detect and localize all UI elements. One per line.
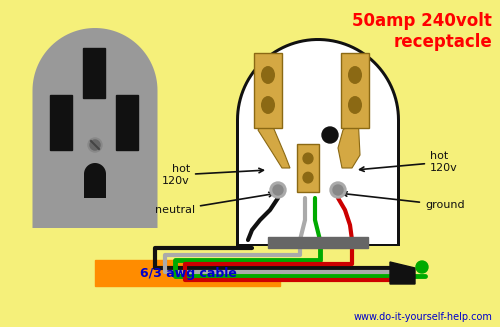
Circle shape (416, 261, 428, 273)
Bar (95, 260, 280, 286)
Ellipse shape (303, 172, 313, 183)
Text: ground: ground (342, 192, 464, 210)
Text: 6/3 awg cable: 6/3 awg cable (140, 267, 236, 280)
Text: hot
120v: hot 120v (162, 164, 264, 186)
Circle shape (270, 182, 286, 198)
Bar (341, 53, 369, 128)
Polygon shape (239, 41, 397, 244)
Polygon shape (338, 115, 360, 168)
Polygon shape (84, 163, 106, 198)
Circle shape (333, 185, 343, 195)
Bar (50, 95, 72, 150)
Circle shape (90, 140, 100, 150)
Text: www.do-it-yourself-help.com: www.do-it-yourself-help.com (353, 312, 492, 322)
Ellipse shape (303, 153, 313, 164)
Polygon shape (258, 115, 290, 168)
Ellipse shape (262, 67, 274, 83)
Polygon shape (236, 38, 400, 246)
Bar (297, 144, 319, 192)
Text: 50amp 240volt
receptacle: 50amp 240volt receptacle (352, 12, 492, 51)
Circle shape (330, 182, 346, 198)
Bar (254, 53, 282, 128)
Text: hot
120v: hot 120v (360, 151, 458, 173)
Bar (268, 237, 368, 248)
Polygon shape (390, 262, 415, 284)
Ellipse shape (348, 97, 362, 113)
Ellipse shape (348, 67, 362, 83)
Circle shape (273, 185, 283, 195)
Bar (83, 48, 105, 98)
Circle shape (322, 127, 338, 143)
Circle shape (88, 138, 102, 152)
Polygon shape (32, 28, 158, 228)
Bar (116, 95, 138, 150)
Text: neutral: neutral (155, 192, 274, 215)
Ellipse shape (262, 97, 274, 113)
